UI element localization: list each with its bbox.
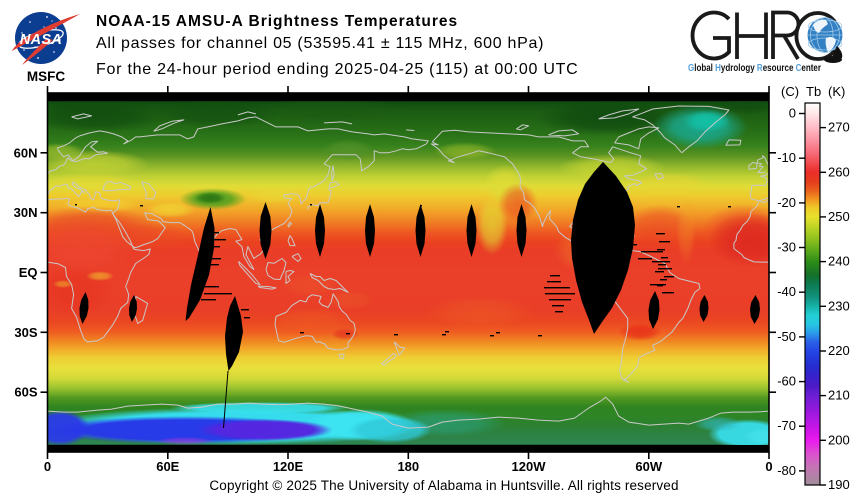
svg-text:-20: -20 <box>777 195 796 210</box>
svg-text:270: 270 <box>828 120 850 135</box>
svg-text:60N: 60N <box>14 145 38 160</box>
svg-text:230: 230 <box>828 298 850 313</box>
svg-text:250: 250 <box>828 209 850 224</box>
svg-text:-50: -50 <box>777 329 796 344</box>
svg-text:0: 0 <box>789 106 796 121</box>
svg-text:190: 190 <box>828 477 850 492</box>
svg-text:120E: 120E <box>273 459 304 474</box>
svg-text:(C): (C) <box>781 84 799 99</box>
svg-text:Copyright © 2025 The Universit: Copyright © 2025 The University of Alaba… <box>209 478 678 493</box>
svg-text:-10: -10 <box>777 150 796 165</box>
svg-text:30N: 30N <box>14 205 38 220</box>
svg-text:0: 0 <box>44 459 51 474</box>
svg-text:(K): (K) <box>828 84 845 99</box>
svg-text:180: 180 <box>397 459 419 474</box>
svg-text:Global Hydrology Resource Cent: Global Hydrology Resource Center <box>688 62 821 74</box>
svg-text:EQ: EQ <box>19 265 38 280</box>
svg-text:210: 210 <box>828 388 850 403</box>
svg-text:MSFC: MSFC <box>27 69 65 84</box>
svg-text:60W: 60W <box>635 459 662 474</box>
svg-text:-80: -80 <box>777 463 796 478</box>
svg-text:60E: 60E <box>156 459 179 474</box>
svg-text:NASA: NASA <box>20 32 62 48</box>
svg-text:-40: -40 <box>777 284 796 299</box>
svg-text:30S: 30S <box>14 325 37 340</box>
svg-text:0: 0 <box>765 459 772 474</box>
svg-text:260: 260 <box>828 164 850 179</box>
svg-text:220: 220 <box>828 343 850 358</box>
svg-text:-70: -70 <box>777 418 796 433</box>
svg-text:-60: -60 <box>777 374 796 389</box>
svg-text:60S: 60S <box>14 385 37 400</box>
svg-text:Tb: Tb <box>806 84 821 99</box>
svg-text:240: 240 <box>828 254 850 269</box>
svg-text:-30: -30 <box>777 240 796 255</box>
svg-text:200: 200 <box>828 432 850 447</box>
svg-text:120W: 120W <box>512 459 547 474</box>
